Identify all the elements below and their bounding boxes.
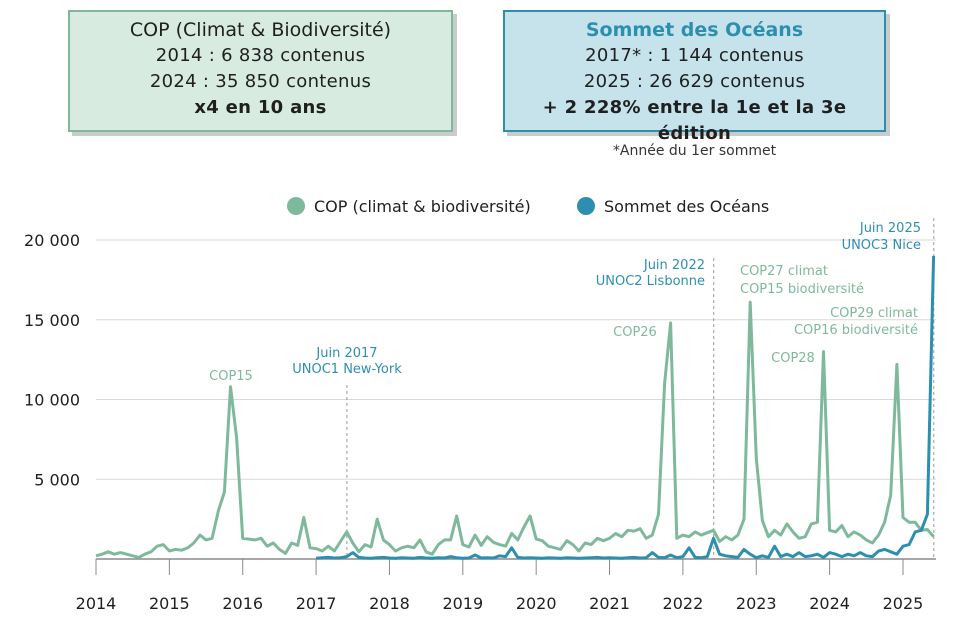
cop-summary-growth: x4 en 10 ans: [194, 97, 327, 118]
ocean-summary-title: Sommet des Océans: [585, 19, 804, 41]
x-tick-label: 2017: [296, 594, 337, 613]
legend-cop-label: COP (climat & biodiversité): [314, 197, 531, 216]
y-tick-label: 20 000: [24, 231, 80, 250]
ocean-summary-box: Sommet des Océans 2017* : 1 144 contenus…: [503, 10, 886, 144]
ocean-summary-2017: 2017* : 1 144 contenus: [585, 45, 804, 66]
cop-summary-box: COP (Climat & Biodiversité) 2014 : 6 838…: [68, 10, 453, 132]
legend-ocean-label: Sommet des Océans: [604, 197, 769, 216]
annotation-label: COP26: [613, 325, 657, 340]
x-tick-label: 2015: [149, 594, 190, 613]
y-tick-label: 10 000: [24, 391, 80, 410]
ocean-summary-2025: 2025 : 26 629 contenus: [583, 71, 806, 92]
annotation-label: UNOC1 New-York: [292, 362, 402, 377]
cop-summary-2014: 2014 : 6 838 contenus: [155, 45, 366, 66]
cop-series-line: [95, 300, 935, 559]
line-chart: 5 000 10 000 15 000 20 000 2014 2015 2016 2017 2…: [24, 197, 936, 613]
legend-ocean-marker: [577, 197, 595, 215]
annotation-label: COP28: [771, 351, 815, 366]
x-tick-label: 2024: [809, 594, 850, 613]
ocean-series-line: [315, 255, 936, 560]
x-tick-label: 2025: [883, 594, 924, 613]
x-tick-label: 2016: [222, 594, 263, 613]
annotation-label: COP15: [209, 369, 253, 384]
annotation-label: COP16 biodiversité: [794, 323, 918, 338]
x-tick-label: 2019: [442, 594, 483, 613]
ocean-footnote: *Année du 1er sommet: [612, 143, 777, 159]
cop-summary-2024: 2024 : 35 850 contenus: [149, 71, 372, 92]
annotation-label: Juin 2017: [315, 346, 377, 361]
annotation-label: Juin 2022: [643, 258, 705, 273]
annotation-label: UNOC3 Nice: [842, 238, 921, 253]
annotation-label: COP29 climat: [830, 306, 918, 321]
x-tick-label: 2023: [736, 594, 777, 613]
y-tick-label: 15 000: [24, 311, 80, 330]
annotation-label: Juin 2025: [859, 221, 921, 236]
x-tick-label: 2014: [76, 594, 117, 613]
ocean-summary-growth: + 2 228% entre la 1e et la 3e édition: [542, 97, 847, 144]
cop-summary-title: COP (Climat & Biodiversité): [129, 19, 392, 41]
x-tick-label: 2021: [589, 594, 630, 613]
annotation-label: COP27 climat: [740, 264, 828, 279]
annotation-label: COP15 biodiversité: [740, 282, 864, 297]
x-tick-label: 2018: [369, 594, 410, 613]
y-tick-label: 5 000: [34, 470, 80, 489]
x-tick-label: 2020: [516, 594, 557, 613]
legend-cop-marker: [287, 197, 305, 215]
x-tick-label: 2022: [663, 594, 704, 613]
annotation-label: UNOC2 Lisbonne: [596, 274, 705, 289]
